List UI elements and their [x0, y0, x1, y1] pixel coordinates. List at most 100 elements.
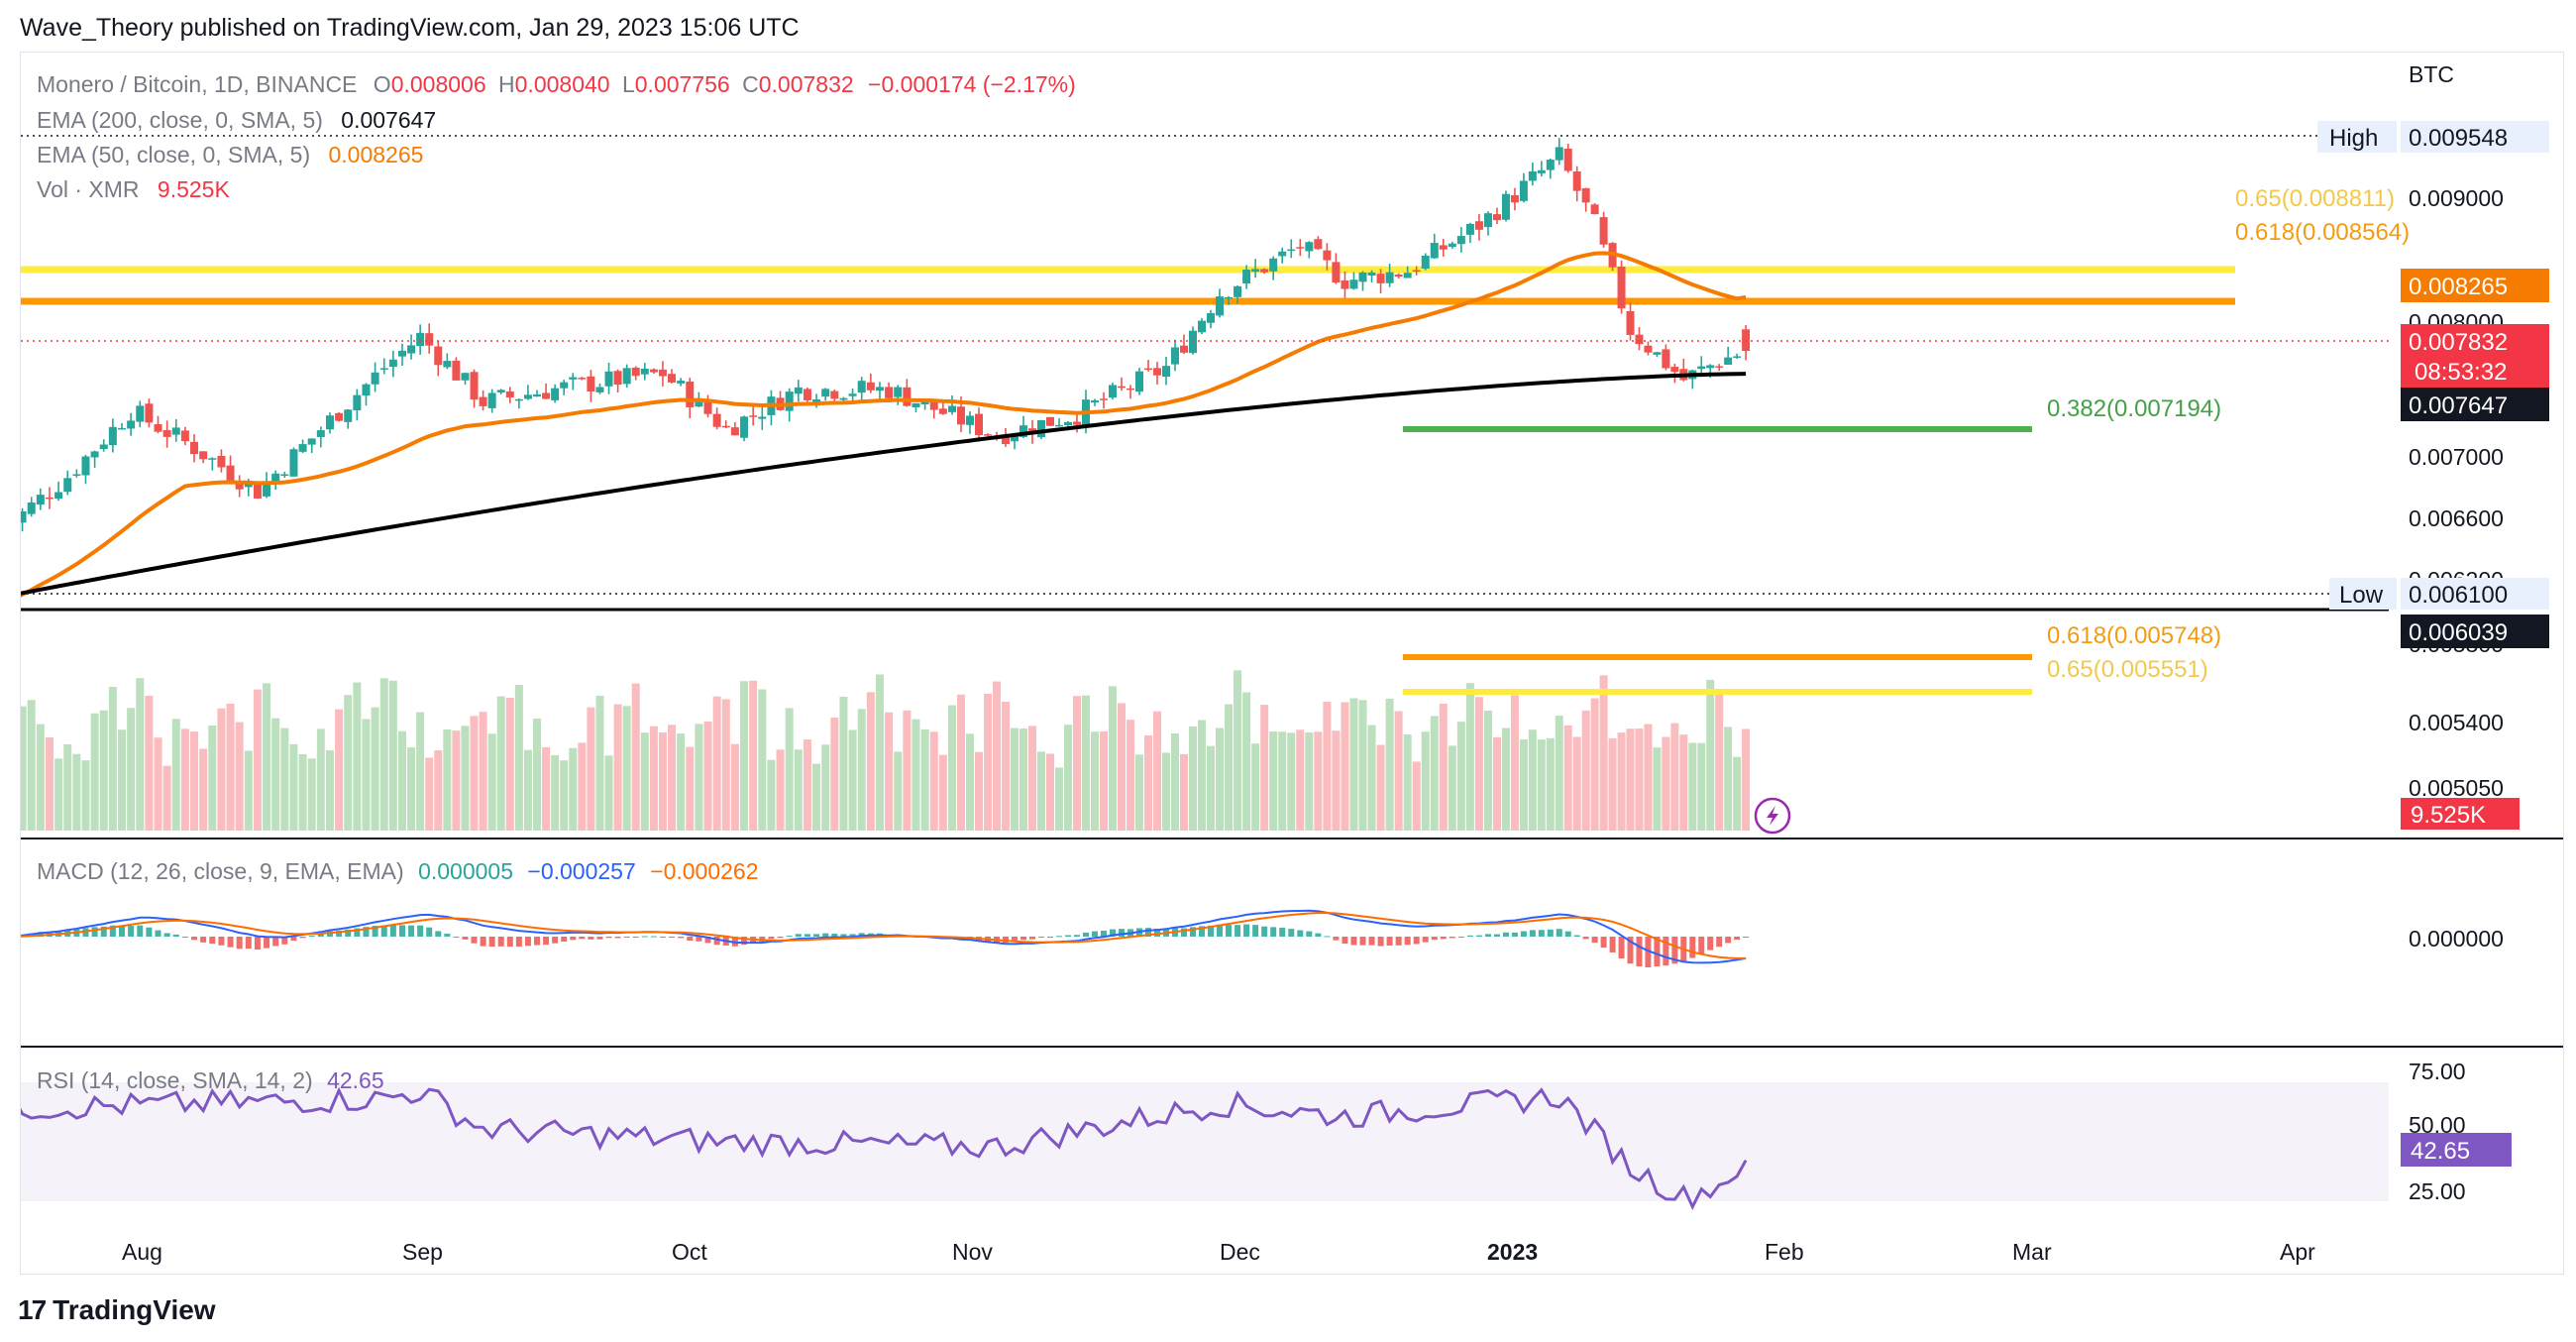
volume-bar: [1430, 716, 1439, 831]
legend-l: 0.007756: [635, 71, 730, 97]
volume-tag: 9.525K: [2411, 802, 2486, 829]
macd-histogram-bar: [1029, 937, 1035, 940]
volume-bar: [866, 692, 875, 831]
volume-bar: [1269, 731, 1278, 831]
volume-bar: [1349, 698, 1358, 831]
volume-bar: [190, 731, 199, 831]
macd-histogram-bar: [534, 937, 540, 946]
volume-bar: [613, 704, 622, 831]
volume-bar: [496, 696, 505, 831]
volume-bar: [948, 705, 956, 831]
volume-bar: [136, 678, 145, 831]
volume-bar: [1644, 724, 1653, 831]
macd-histogram-bar: [1716, 937, 1723, 948]
macd-histogram-bar: [1404, 937, 1411, 946]
volume-bar: [1519, 739, 1528, 831]
volume-bar: [1635, 728, 1644, 831]
macd-histogram-bar: [272, 937, 279, 947]
volume-layer: [21, 670, 1751, 831]
fib-label-0382: 0.382(0.007194): [2047, 395, 2221, 422]
candle-body: [1670, 367, 1679, 373]
volume-bar: [108, 687, 117, 831]
macd-histogram-bar: [1457, 937, 1464, 938]
legend-symbol: Monero / Bitcoin, 1D, BINANCE: [37, 71, 357, 97]
candle-body: [371, 372, 379, 385]
volume-bar: [1510, 695, 1519, 831]
candle-body: [1144, 368, 1152, 371]
volume-bar: [640, 732, 649, 831]
rsi-layer: [21, 1086, 1748, 1211]
volume-bar: [993, 681, 1001, 831]
tradingview-logo-icon: 17: [18, 1294, 47, 1325]
volume-bar: [1296, 729, 1305, 831]
macd-histogram-bar: [1012, 937, 1018, 943]
high-label-box: [2317, 121, 2397, 153]
volume-bar: [1216, 727, 1224, 831]
macd-histogram-bar: [1591, 937, 1598, 944]
volume-bar: [514, 685, 523, 831]
ema200-tag: 0.007647: [2409, 392, 2508, 419]
volume-bar: [1278, 731, 1287, 831]
macd-histogram-bar: [822, 933, 829, 937]
volume-bar: [776, 749, 785, 831]
macd-histogram-bar: [786, 936, 793, 938]
volume-bar: [244, 750, 253, 831]
candle-body: [199, 451, 208, 460]
volume-bar: [830, 717, 839, 831]
time-tick-feb: Feb: [1765, 1239, 1804, 1265]
publisher-line: Wave_Theory published on TradingView.com…: [20, 14, 800, 42]
lightning-icon[interactable]: [1754, 797, 1791, 835]
volume-bar: [1697, 742, 1706, 831]
volume-bar: [1198, 720, 1206, 831]
volume-bar: [1046, 753, 1054, 831]
macd-histogram-bar: [1743, 937, 1750, 938]
macd-histogram-bar: [444, 934, 451, 937]
volume-bar: [1563, 725, 1572, 831]
volume-bar: [1412, 761, 1421, 831]
macd-histogram-bar: [1315, 933, 1322, 937]
candle-body: [36, 495, 45, 505]
volume-bar: [1599, 675, 1608, 831]
legend-ema200: EMA (200, close, 0, SMA, 5) 0.007647: [37, 107, 436, 133]
volume-bar: [316, 728, 325, 831]
volume-bar: [416, 712, 425, 831]
last-price-tag-box: [2401, 324, 2549, 388]
volume-bar: [379, 678, 388, 831]
volume-bar: [1162, 752, 1170, 831]
macd-histogram-bar: [480, 937, 486, 947]
candle-body: [1278, 251, 1287, 257]
macd-histogram-bar: [163, 933, 170, 937]
candle-body: [180, 430, 189, 442]
volume-bar: [604, 755, 613, 831]
price-axis-currency: BTC: [2409, 61, 2454, 87]
macd-histogram-bar: [200, 937, 207, 943]
volume-bar: [1314, 731, 1323, 831]
macd-histogram-bar: [1038, 937, 1044, 938]
macd-histogram-bar: [1511, 932, 1518, 937]
candle-body: [587, 376, 595, 391]
candle-body: [677, 381, 686, 384]
macd-histogram-bar: [37, 932, 44, 937]
candle-body: [353, 394, 362, 411]
candle-body: [551, 388, 560, 400]
price-tick-7: 0.005050: [2409, 775, 2504, 801]
last-price-tag: 0.007832: [2409, 329, 2508, 356]
volume-bar: [595, 695, 604, 831]
chart-frame[interactable]: 0.65(0.008811) 0.618(0.008564) 0.382(0.0…: [20, 52, 2564, 1275]
macd-histogram-bar: [1190, 927, 1196, 937]
volume-bar: [542, 746, 551, 831]
macd-histogram-bar: [1324, 936, 1331, 938]
volume-bar: [307, 758, 316, 831]
tradingview-logo[interactable]: 17 TradingView: [18, 1294, 216, 1326]
candle-body: [1644, 345, 1653, 353]
volume-bar: [72, 753, 81, 831]
candle-body: [957, 406, 965, 425]
volume-bar: [1002, 702, 1010, 831]
chart-canvas[interactable]: 0.65(0.008811) 0.618(0.008564) 0.382(0.0…: [21, 53, 2563, 1274]
macd-histogram-bar: [804, 934, 810, 937]
macd-histogram-bar: [1422, 937, 1429, 943]
volume-bar: [1376, 744, 1385, 831]
candle-body: [162, 429, 171, 437]
volume-bar: [1189, 727, 1197, 831]
volume-bar: [1207, 745, 1215, 831]
